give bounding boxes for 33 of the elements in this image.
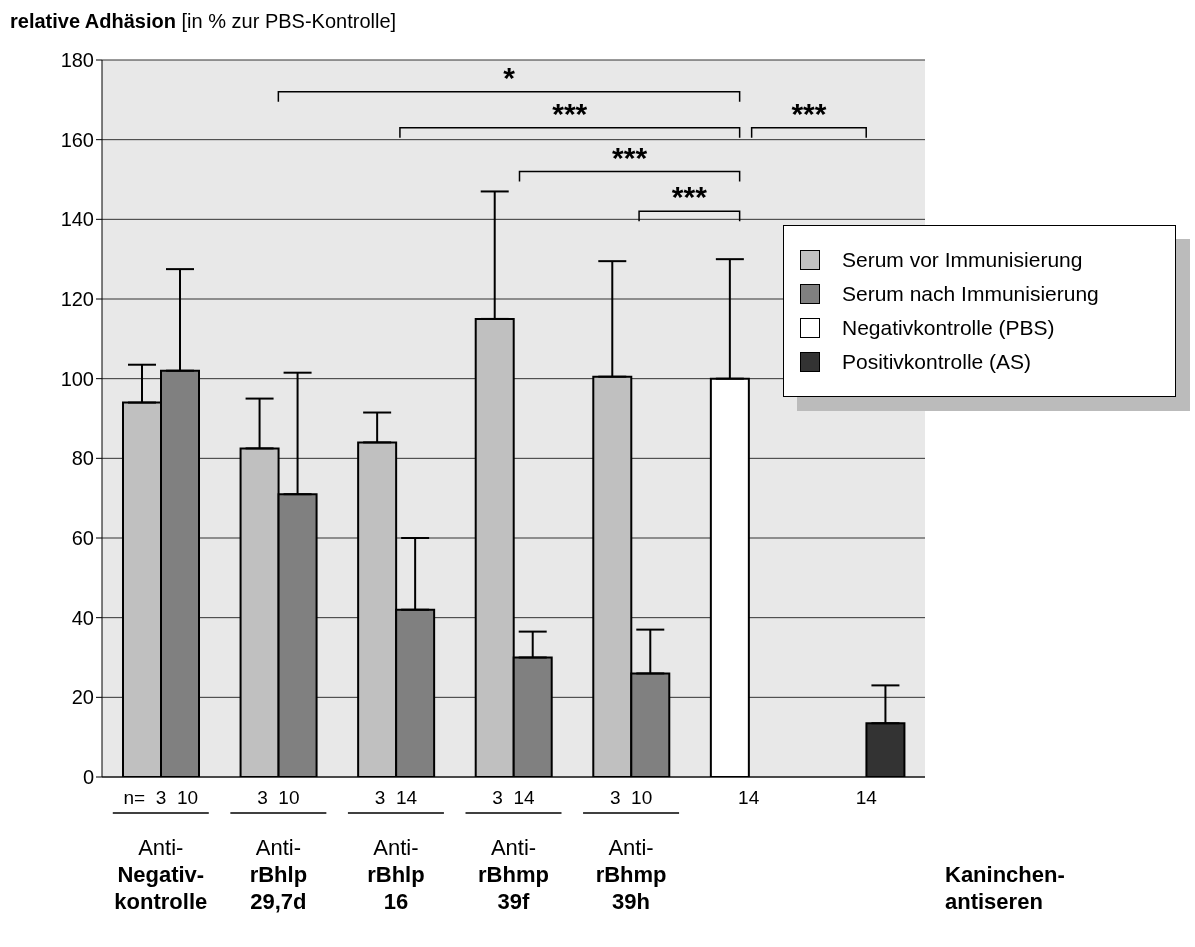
text: 3 10 [609, 787, 653, 808]
y-tick-label: 40 [71, 606, 94, 629]
annotation: *** [671, 180, 708, 214]
legend-label: Positivkontrolle (AS) [842, 350, 1032, 374]
annotation: *** [552, 96, 588, 130]
text: 3 10 [257, 787, 300, 808]
y-tick-label: 140 [60, 208, 94, 231]
x-tick-label: Anti- rBhlp 29,7d [249, 835, 308, 914]
text: 14 [738, 787, 760, 808]
y-tick-label: 0 [82, 766, 94, 789]
y-tick-label: 120 [60, 288, 94, 311]
y-tick-label: 80 [71, 447, 94, 470]
text: Kaninchen-antiseren [945, 862, 1065, 914]
legend-label: Serum nach Immunisierung [842, 282, 1099, 306]
text: 3 14 [374, 787, 418, 808]
legend-label: Negativkontrolle (PBS) [842, 316, 1055, 340]
y-tick-label: 60 [71, 527, 94, 550]
x-tick-label: Anti- rBhmp 39f [478, 835, 549, 914]
y-tick-label: 180 [60, 49, 94, 72]
x-tick-label: Anti- rBhlp 16 [367, 835, 425, 914]
text: 3 14 [492, 787, 536, 808]
annotation: *** [612, 140, 648, 174]
y-tick-label: 160 [60, 128, 94, 151]
x-tick-label: Anti- rBhmp 39h [595, 835, 667, 914]
y-axis-title: relative Adhäsion [in % zur PBS-Kontrolle] [10, 10, 397, 33]
x-tick-label: Anti- Negativ- kontrolle [114, 835, 208, 914]
legend-label: Serum vor Immunisierung [842, 248, 1083, 272]
annotation: * [503, 60, 516, 94]
text: 14 [855, 787, 878, 808]
y-tick-label: 100 [60, 367, 94, 390]
text: n= 3 10 [123, 787, 199, 808]
y-tick-label: 20 [71, 686, 94, 709]
annotation: *** [791, 96, 827, 130]
